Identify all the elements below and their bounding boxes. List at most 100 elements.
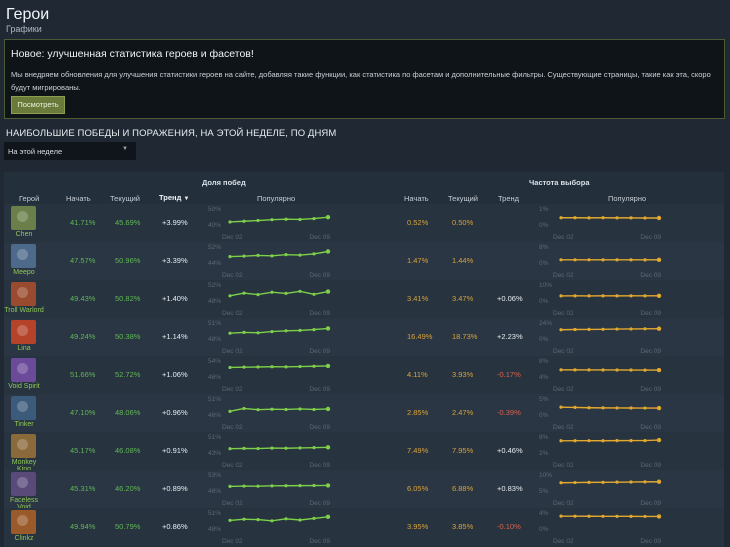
spark-point xyxy=(643,406,647,410)
pickrate-sparkline: 5% 0% Dec 02 Dec 09 xyxy=(539,396,662,431)
pick-trend-value: -0.17% xyxy=(497,370,521,379)
spark-point xyxy=(559,216,563,220)
spark-date-end-label: Dec 09 xyxy=(640,462,661,469)
hero-portrait[interactable] xyxy=(11,244,36,268)
col-header-win-current[interactable]: Текущий xyxy=(110,194,140,203)
hero-portrait[interactable] xyxy=(11,320,36,344)
hero-name-link[interactable]: Meepo xyxy=(13,269,35,276)
hero-portrait[interactable] xyxy=(11,282,36,306)
period-select[interactable]: На этой неделе ▼ xyxy=(4,142,136,160)
table-row[interactable]: Void Spirit 51.66% 52.72% +1.06% 4.11% 3.93% -… xyxy=(4,356,724,394)
spark-point xyxy=(559,439,563,443)
spark-point xyxy=(656,479,662,484)
win-current-value: 50.79% xyxy=(115,522,141,531)
hero-portrait[interactable] xyxy=(11,358,36,382)
hero-name-link[interactable]: Monkey King xyxy=(11,459,37,473)
table-row[interactable]: Chen 41.71% 45.69% +3.99% 0.52% 0.50% 50% 40% De… xyxy=(4,204,724,242)
page-subtitle: Графики xyxy=(6,24,42,34)
spark-point xyxy=(325,445,331,450)
hero-portrait[interactable] xyxy=(11,472,36,496)
spark-line xyxy=(229,290,329,297)
notice-view-button[interactable]: Посмотреть xyxy=(11,96,65,114)
spark-date-end-label: Dec 09 xyxy=(309,500,330,507)
spark-point xyxy=(573,439,577,443)
col-header-pick-start[interactable]: Начать xyxy=(404,194,429,203)
hero-name-link[interactable]: Troll Warlord xyxy=(4,307,44,314)
spark-date-end-label: Dec 09 xyxy=(309,234,330,241)
pick-trend-value: -0.39% xyxy=(497,408,521,417)
spark-date-end-label: Dec 09 xyxy=(640,424,661,431)
hero-portrait[interactable] xyxy=(11,396,36,420)
spark-point xyxy=(325,249,331,254)
win-trend-value: +3.99% xyxy=(162,218,188,227)
spark-date-start-label: Dec 02 xyxy=(222,538,243,545)
spark-point xyxy=(615,406,619,410)
spark-point xyxy=(298,446,302,450)
spark-point xyxy=(587,480,591,484)
spark-date-start-label: Dec 02 xyxy=(222,234,243,241)
spark-point xyxy=(656,405,662,411)
period-select-value: На этой неделе xyxy=(8,147,63,156)
spark-point xyxy=(270,254,274,258)
table-row[interactable]: Tinker 47.10% 48.06% +0.96% 2.85% 2.47% -0.39%… xyxy=(4,394,724,432)
spark-point xyxy=(270,365,274,369)
spark-point xyxy=(256,331,260,335)
table-row[interactable]: Monkey King 45.17% 46.08% +0.91% 7.49% 7.95% +… xyxy=(4,432,724,473)
spark-date-end-label: Dec 09 xyxy=(309,272,330,279)
hero-name-link[interactable]: Tinker xyxy=(14,421,34,428)
spark-date-start-label: Dec 02 xyxy=(553,538,574,545)
spark-ymax-label: 51% xyxy=(208,510,221,517)
spark-point xyxy=(312,364,316,368)
table-row[interactable]: Clinkz 49.94% 50.79% +0.86% 3.95% 3.85% -0.10%… xyxy=(4,508,724,546)
chevron-down-icon: ▼ xyxy=(122,146,128,152)
pick-start-value: 6.05% xyxy=(407,484,429,493)
spark-point xyxy=(629,406,633,410)
table-row[interactable]: Meepo 47.57% 50.96% +3.39% 1.47% 1.44% 52% 44% D… xyxy=(4,242,724,280)
spark-point xyxy=(615,368,619,372)
col-header-pick-trend[interactable]: Тренд xyxy=(498,194,520,203)
col-header-win-trend[interactable]: Тренд ▼ xyxy=(159,193,189,202)
spark-ymax-label: 8% xyxy=(539,244,549,251)
spark-point xyxy=(559,405,563,409)
spark-point xyxy=(256,446,260,451)
col-header-win-popular[interactable]: Популярно xyxy=(257,194,296,203)
spark-point xyxy=(325,289,331,294)
pickrate-sparkline: 8% 0% Dec 02 Dec 09 xyxy=(539,244,661,279)
spark-point xyxy=(559,514,563,518)
spark-point xyxy=(228,220,232,224)
hero-name-link[interactable]: Faceless Void xyxy=(9,497,38,511)
table-row[interactable]: Troll Warlord 49.43% 50.82% +1.40% 3.41% 3.47… xyxy=(4,280,724,318)
spark-date-start-label: Dec 02 xyxy=(222,386,243,393)
spark-point xyxy=(270,290,274,294)
notice-title: Новое: улучшенная статистика героев и фа… xyxy=(11,48,254,60)
table-row[interactable]: Faceless Void 45.31% 46.20% +0.89% 6.05% 6.88… xyxy=(4,470,724,511)
spark-point xyxy=(656,326,662,331)
spark-date-start-label: Dec 02 xyxy=(553,386,574,393)
hero-portrait[interactable] xyxy=(11,434,36,458)
spark-point xyxy=(601,294,605,298)
hero-name-link[interactable]: Lina xyxy=(17,345,31,352)
spark-point xyxy=(643,258,647,262)
col-header-pick-popular[interactable]: Популярно xyxy=(608,194,647,203)
spark-point xyxy=(573,327,577,332)
spark-point xyxy=(629,216,633,220)
table-row[interactable]: Lina 49.24% 50.38% +1.14% 16.49% 18.73% +2.23%… xyxy=(4,318,724,356)
hero-name-link[interactable]: Void Spirit xyxy=(8,383,40,390)
winrate-sparkline: 51% 43%Dec 02 Dec 09 xyxy=(208,434,331,469)
spark-ymax-label: 52% xyxy=(208,282,221,289)
col-header-pick-current[interactable]: Текущий xyxy=(448,194,478,203)
spark-point xyxy=(284,365,288,369)
hero-portrait[interactable] xyxy=(11,206,36,230)
spark-point xyxy=(256,293,260,297)
spark-ymax-label: 51% xyxy=(208,434,221,441)
spark-point xyxy=(284,517,288,521)
spark-line xyxy=(229,446,329,450)
col-header-win-start[interactable]: Начать xyxy=(66,194,91,203)
spark-date-start-label: Dec 02 xyxy=(553,234,574,241)
sort-desc-icon: ▼ xyxy=(183,196,190,202)
col-header-hero[interactable]: Герой xyxy=(19,194,40,203)
hero-portrait[interactable] xyxy=(11,510,36,534)
hero-name-link[interactable]: Chen xyxy=(15,231,33,238)
notice-text: Мы внедряем обновления для улучшения ста… xyxy=(11,70,711,92)
hero-name-link[interactable]: Clinkz xyxy=(14,535,34,542)
